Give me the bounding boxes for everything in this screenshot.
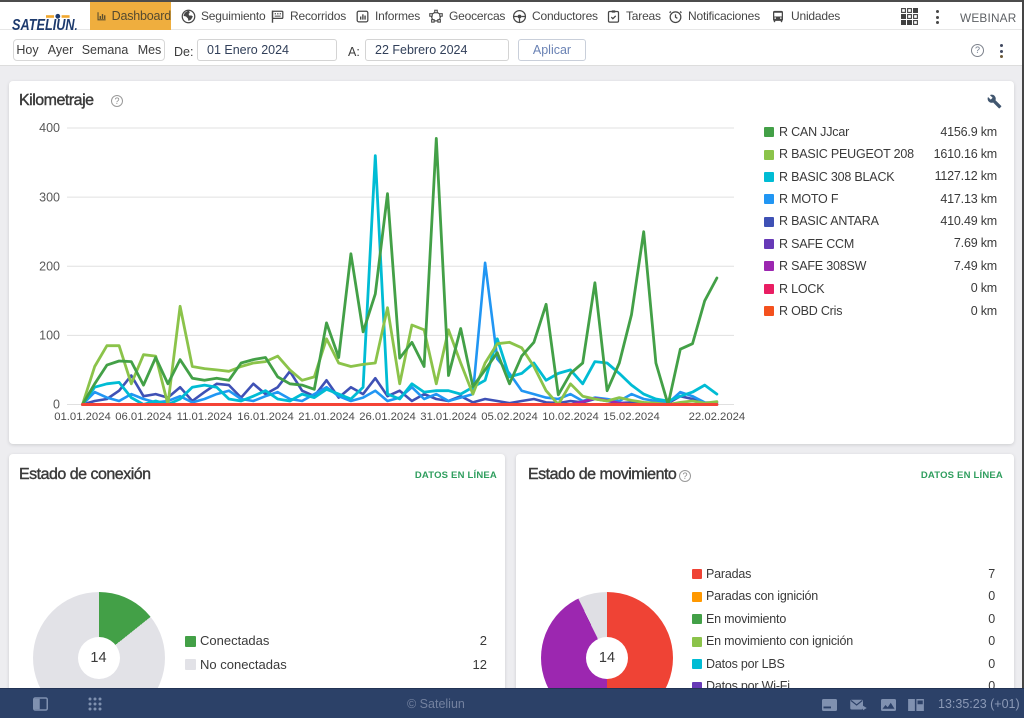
svg-text:22.02.2024: 22.02.2024 — [689, 411, 746, 423]
svg-text:100: 100 — [39, 329, 60, 343]
svg-text:06.01.2024: 06.01.2024 — [115, 411, 172, 423]
svg-text:01.01.2024: 01.01.2024 — [54, 411, 111, 423]
svg-text:15.02.2024: 15.02.2024 — [603, 411, 660, 423]
svg-text:16.01.2024: 16.01.2024 — [237, 411, 294, 423]
svg-text:400: 400 — [39, 121, 60, 135]
svg-text:05.02.2024: 05.02.2024 — [481, 411, 538, 423]
svg-text:26.01.2024: 26.01.2024 — [359, 411, 416, 423]
svg-text:11.01.2024: 11.01.2024 — [177, 411, 233, 423]
svg-text:21.01.2024: 21.01.2024 — [298, 411, 355, 423]
svg-text:300: 300 — [39, 190, 60, 204]
svg-text:10.02.2024: 10.02.2024 — [542, 411, 599, 423]
svg-text:200: 200 — [39, 259, 60, 273]
svg-text:0: 0 — [53, 398, 60, 412]
svg-text:31.01.2024: 31.01.2024 — [420, 411, 477, 423]
